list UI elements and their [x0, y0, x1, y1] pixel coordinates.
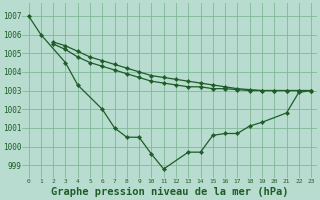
X-axis label: Graphe pression niveau de la mer (hPa): Graphe pression niveau de la mer (hPa) — [51, 187, 289, 197]
